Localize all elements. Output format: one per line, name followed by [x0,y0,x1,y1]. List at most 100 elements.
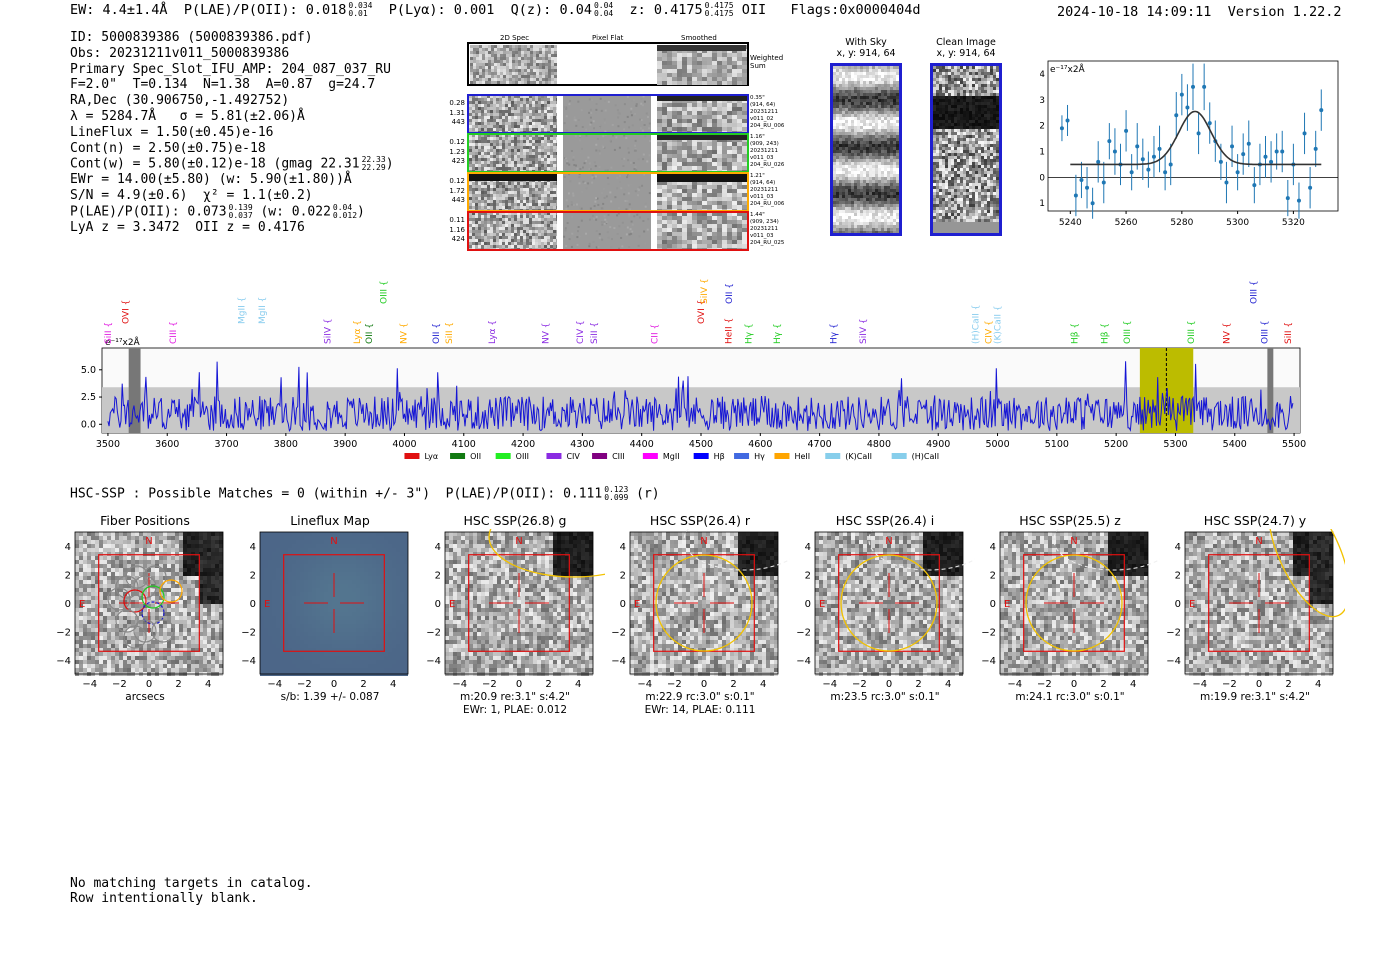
aperture-circle [840,554,938,652]
neighbor-ellipse [868,529,975,571]
footer-line-2: Row intentionally blank. [70,891,258,906]
fiber-row-strip [467,133,749,173]
data-point [1112,128,1117,175]
image-cutout: HSC SSP(26.4) r N E −4 −4 −2 −2 0 0 2 2 4 4 m:22.9 rc… [610,513,790,716]
cutout-xtick: 0 [1071,679,1077,690]
line-label: OIII { [1123,320,1133,344]
data-point [1129,154,1134,191]
east-label: E [79,599,85,610]
data-point [1085,167,1090,209]
image-cutout: HSC SSP(26.4) i N E −4 −4 −2 −2 0 0 2 2 4 4 m:23.5 rc… [795,513,975,713]
gaussian-fit [1070,110,1322,166]
data-point [1202,63,1207,111]
data-point [1207,102,1212,144]
cutout-ytick: 4 [620,542,626,553]
mini-ytick: −1 [1040,199,1045,209]
cutout-ytick: 0 [435,599,441,610]
spectrum-xtick: 5200 [1104,439,1128,450]
line-label: OII { [365,323,375,344]
cutout-ytick: −4 [981,656,996,667]
spectrum-xtick: 3700 [214,439,238,450]
data-point [1319,89,1324,131]
line-label: (H)CaII { [972,305,982,345]
data-point [1179,73,1184,116]
cutout-ytick: 0 [990,599,996,610]
cutout-ytick: 0 [1175,599,1181,610]
east-label: E [634,599,640,610]
cutout-xtick: 4 [575,679,581,690]
datetime: 2024-10-18 14:09:11 [1057,4,1212,20]
mini-xtick: 5320 [1282,218,1305,228]
fiber-row-meta: 0.12 1.23 423 [449,138,465,165]
neighbor-ellipse [1053,529,1160,571]
neighbor-ellipse [683,529,790,571]
clean-image-title: Clean Image x, y: 914, 64 [936,37,996,59]
cutout-ytick: 0 [620,599,626,610]
data-point [1140,138,1145,180]
cutout-ytick: 4 [65,542,71,553]
q-value: Q(z): 0.04 [510,2,592,18]
cutout-ytick: −2 [1166,627,1181,638]
cutout-xtick: 2 [175,679,181,690]
header-summary: EW: 4.4±1.4Å P(LAE)/P(OII): 0.018 0.034 0.… [70,2,921,19]
line-label: OVI { [697,300,707,324]
spectrum-xtick: 4400 [630,439,654,450]
data-point [1313,130,1318,168]
cutout-xtick: −4 [82,679,97,690]
weighted-sum-label: Weighted Sum [750,54,784,70]
line-label: CIV { [576,320,586,344]
data-point [1157,125,1162,173]
info-lya-oii: LyA z = 3.3472 OII z = 0.4176 [70,219,305,235]
east-label: E [819,599,825,610]
aperture-circle [655,554,753,652]
fiber-circle [107,587,131,611]
cutout-ytick: −4 [796,656,811,667]
cutout-image: N E −4 −4 −2 −2 0 0 2 2 4 4 [981,529,1160,690]
hsc-summary: HSC-SSP : Possible Matches = 0 (within +… [70,485,660,502]
mini-ytick: 4 [1040,70,1045,80]
flags-value: Flags:0x0000404d [790,2,921,18]
source-ellipse [1268,529,1345,618]
mini-xtick: 5260 [1115,218,1138,228]
spectrum-xtick: 5400 [1223,439,1247,450]
data-point [1174,92,1179,139]
north-label: N [515,536,522,547]
info-obs: Obs: 20231211v011_5000839386 [70,45,290,61]
legend-entry: Hγ [734,452,765,461]
legend-entry: OIII [495,452,529,461]
line-label: SiIV { [859,318,869,344]
mini-ytick: 1 [1040,148,1045,158]
cutout-xtick: −2 [112,679,127,690]
info-primary: Primary Spec_Slot_IFU_AMP: 204_087_037_R… [70,61,391,77]
spectrum-xtick: 3600 [155,439,179,450]
spectrum-ytick: 2.5 [81,392,96,403]
legend-entry: Lyα [404,452,438,461]
cutout-xtick: 2 [915,679,921,690]
line-label: Hγ { [773,323,783,344]
data-point [1079,161,1084,199]
cutout-ytick: 4 [1175,542,1181,553]
image-cutout: HSC SSP(25.5) z N E −4 −4 −2 −2 0 0 2 2 4 4 m:24.1 rc… [980,513,1160,713]
data-point [1235,154,1240,191]
line-label: NV { [1222,323,1232,344]
fiber-circle [123,625,147,649]
flux-line [107,361,1294,432]
fiber-circle [159,579,183,603]
line-label: CII { [651,324,661,344]
line-label: OIII { [1187,320,1197,344]
data-point [1269,141,1274,183]
legend-entry: Hβ [693,452,725,461]
plae-value: P(LAE)/P(OII): 0.018 [183,2,347,18]
spectrum-xtick: 4300 [570,439,594,450]
version: Version 1.22.2 [1227,4,1342,20]
data-point [1308,167,1313,209]
cutout-ytick: −4 [1166,656,1181,667]
cutout-ytick: 2 [1175,571,1181,582]
data-point [1285,179,1290,217]
line-label: MgII { [237,297,247,324]
cutout-xtick: 0 [886,679,892,690]
line-label: CIV { [985,320,995,344]
masked-region [128,348,141,433]
line-label: SiIV { [323,318,333,344]
cutout-xtick: 0 [146,679,152,690]
